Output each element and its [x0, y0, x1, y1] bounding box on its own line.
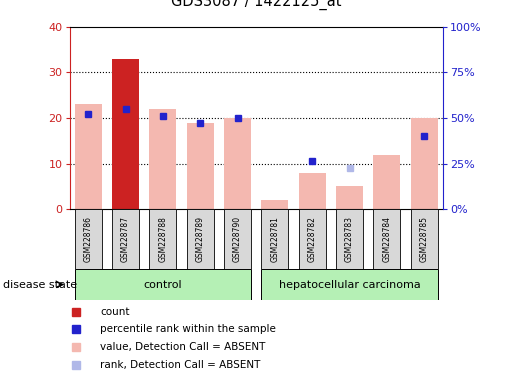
Bar	[336, 187, 363, 209]
Text: GSM228786: GSM228786	[84, 216, 93, 262]
Bar	[336, 209, 363, 269]
Bar	[299, 209, 325, 269]
Text: count: count	[100, 307, 130, 317]
Text: GSM228784: GSM228784	[383, 216, 391, 262]
Bar	[411, 118, 438, 209]
Text: GSM228782: GSM228782	[308, 216, 317, 262]
Text: rank, Detection Call = ABSENT: rank, Detection Call = ABSENT	[100, 360, 261, 370]
Bar	[187, 209, 214, 269]
Bar	[75, 104, 101, 209]
Text: GSM228790: GSM228790	[233, 216, 242, 262]
Bar	[112, 59, 139, 209]
Text: GSM228787: GSM228787	[121, 216, 130, 262]
Bar	[112, 209, 139, 269]
Text: hepatocellular carcinoma: hepatocellular carcinoma	[279, 280, 420, 290]
Text: GSM228783: GSM228783	[345, 216, 354, 262]
Text: GSM228788: GSM228788	[159, 216, 167, 262]
Bar	[75, 209, 101, 269]
Bar	[299, 173, 325, 209]
Text: percentile rank within the sample: percentile rank within the sample	[100, 324, 277, 334]
Bar	[411, 209, 438, 269]
Text: value, Detection Call = ABSENT: value, Detection Call = ABSENT	[100, 342, 266, 352]
Text: GSM228785: GSM228785	[420, 216, 428, 262]
Text: GSM228781: GSM228781	[270, 216, 279, 262]
Text: GDS3087 / 1422125_at: GDS3087 / 1422125_at	[171, 0, 341, 10]
Text: control: control	[144, 280, 182, 290]
Bar	[262, 270, 438, 300]
Bar	[373, 209, 400, 269]
Bar	[149, 209, 176, 269]
Bar	[224, 209, 251, 269]
Bar	[224, 118, 251, 209]
Text: disease state: disease state	[3, 280, 77, 290]
Bar	[149, 109, 176, 209]
Bar	[262, 209, 288, 269]
Bar	[262, 200, 288, 209]
Bar	[75, 270, 251, 300]
Bar	[373, 155, 400, 209]
Bar	[187, 122, 214, 209]
Text: GSM228789: GSM228789	[196, 216, 204, 262]
